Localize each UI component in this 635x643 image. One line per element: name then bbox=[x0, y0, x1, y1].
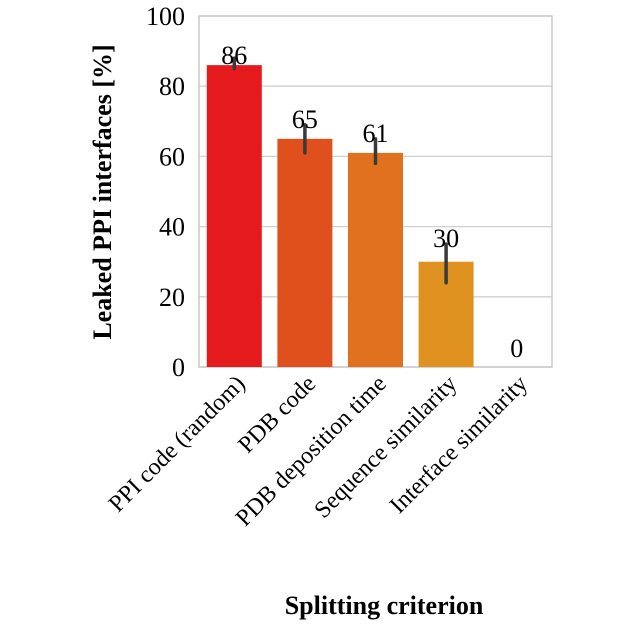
y-tick-label-20: 20 bbox=[159, 283, 185, 312]
data-label-0: 86 bbox=[221, 41, 247, 70]
y-tick-label-60: 60 bbox=[159, 142, 185, 171]
data-labels: 86 65 61 30 0 bbox=[221, 41, 523, 363]
data-label-4: 0 bbox=[510, 334, 523, 363]
bars bbox=[206, 65, 474, 367]
y-tick-labels: 0 20 40 60 80 100 bbox=[146, 2, 185, 382]
y-tick-label-0: 0 bbox=[172, 353, 185, 382]
bar-1 bbox=[277, 138, 333, 367]
x-tick-label-4: Interface similarity bbox=[385, 371, 533, 519]
y-tick-label-100: 100 bbox=[146, 2, 185, 31]
error-bars bbox=[232, 56, 448, 285]
data-label-3: 30 bbox=[433, 224, 459, 253]
data-label-2: 61 bbox=[363, 119, 389, 148]
x-tick-label-0: PPI code (random) bbox=[104, 371, 251, 518]
y-axis-title: Leaked PPI interfaces [%] bbox=[88, 44, 117, 339]
y-tick-label-40: 40 bbox=[159, 213, 185, 242]
bar-0 bbox=[206, 65, 262, 367]
data-label-1: 65 bbox=[292, 105, 318, 134]
y-tick-label-80: 80 bbox=[159, 72, 185, 101]
bar-2 bbox=[348, 152, 403, 367]
x-axis-title: Splitting criterion bbox=[285, 591, 484, 620]
